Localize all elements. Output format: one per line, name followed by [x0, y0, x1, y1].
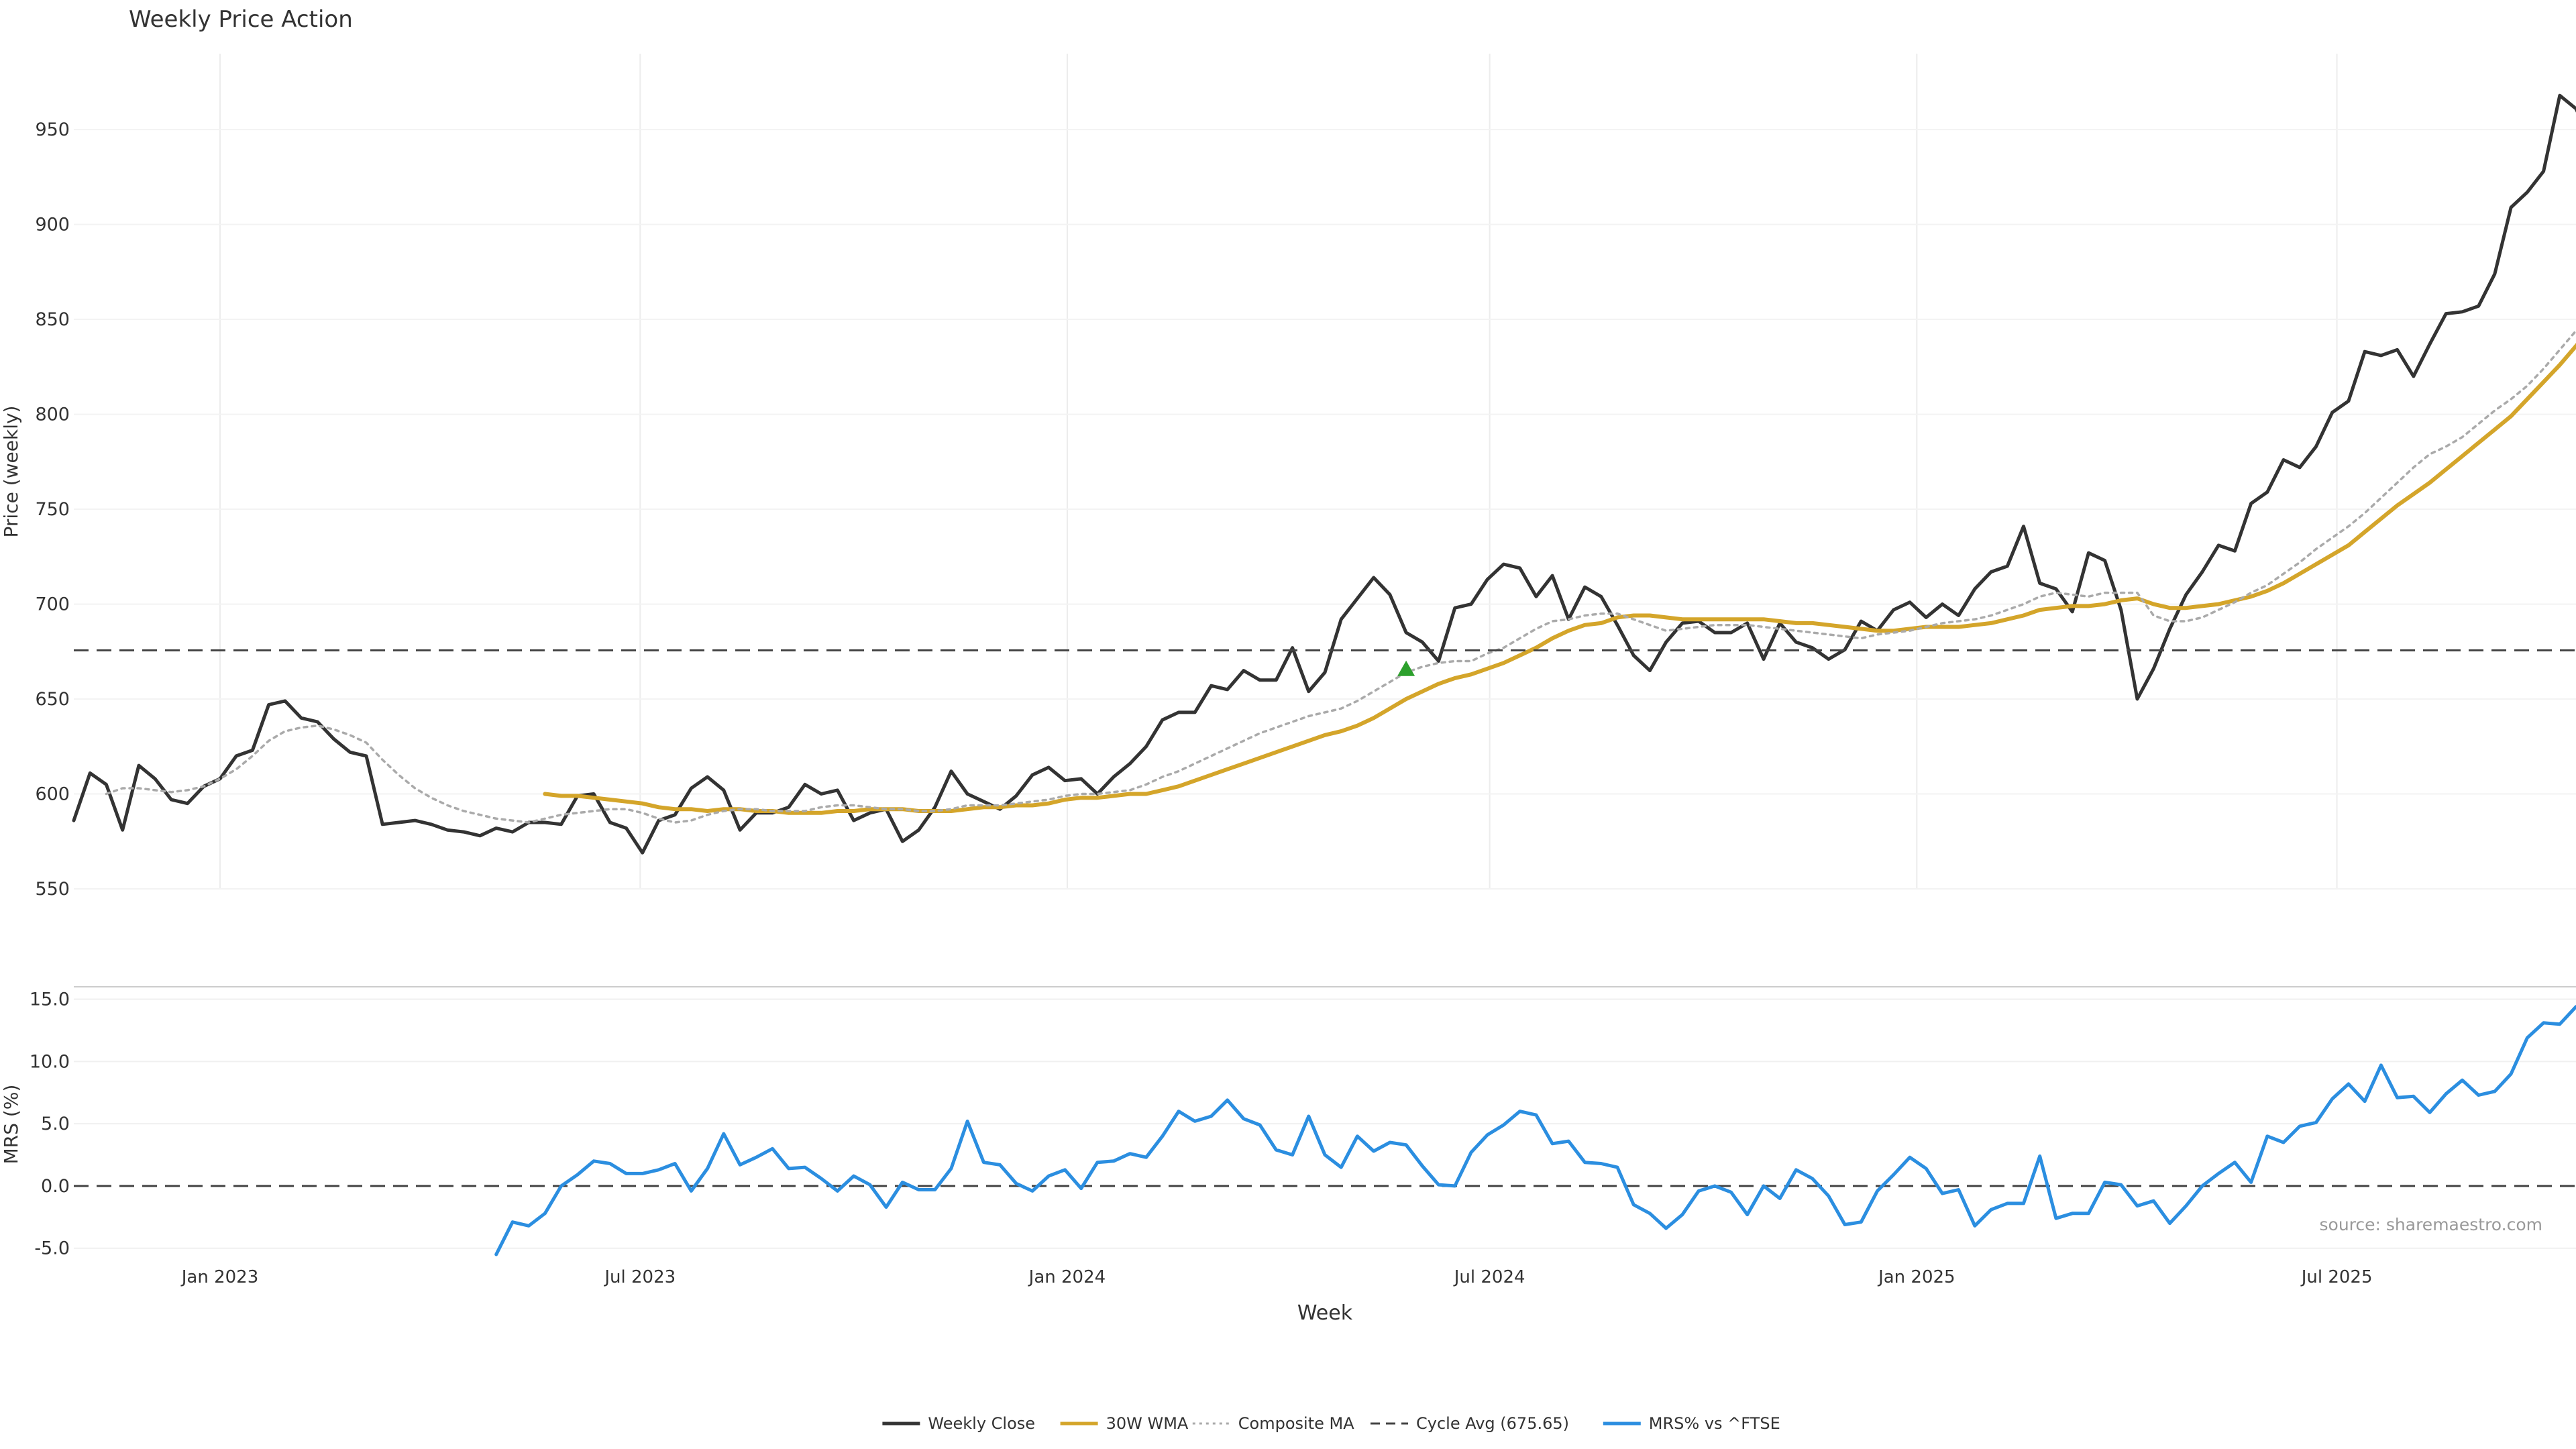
mrs-gridlines [74, 998, 2576, 1249]
source-note: source: sharemaestro.com [2320, 1215, 2543, 1234]
x-tick-label: Jul 2025 [2300, 1267, 2373, 1287]
legend-label: 30W WMA [1106, 1414, 1189, 1433]
mrs-panel: -5.0 0.0 5.0 10.0 15.0 MRS (%) source: share… [0, 986, 2576, 1259]
price-y-tick-label: 550 [35, 879, 70, 900]
price-y-tick-label: 900 [35, 215, 70, 235]
x-tick-label: Jul 2023 [603, 1267, 676, 1287]
signal-marker [1397, 660, 1415, 676]
price-y-tick-labels: 550 600 650 700 750 800 850 900 950 [35, 119, 70, 900]
legend-label: Composite MA [1238, 1414, 1354, 1433]
price-series-lines [72, 93, 2576, 855]
price-y-tick-label: 850 [35, 309, 70, 330]
price-y-tick-label: 700 [35, 594, 70, 615]
price-y-tick-label: 750 [35, 499, 70, 520]
price-y-tick-label: 600 [35, 784, 70, 805]
mrs-line [494, 1005, 2576, 1256]
x-tick-label: Jan 2025 [1877, 1267, 1955, 1287]
mrs-y-tick-label: -5.0 [34, 1238, 70, 1259]
mrs-y-tick-label: 0.0 [41, 1176, 70, 1197]
legend-label: Cycle Avg (675.65) [1416, 1414, 1569, 1433]
price-gridlines [74, 54, 2576, 890]
legend-label: MRS% vs ^FTSE [1649, 1414, 1780, 1433]
composite-ma-line [105, 329, 2576, 824]
x-tick-label: Jan 2024 [1028, 1267, 1106, 1287]
x-tick-label: Jul 2024 [1453, 1267, 1525, 1287]
mrs-y-tick-label: 15.0 [30, 989, 70, 1010]
chart-title: Weekly Price Action [129, 6, 353, 33]
x-axis-label: Week [1297, 1301, 1353, 1325]
mrs-series-lines [74, 1005, 2576, 1256]
price-y-axis-label: Price (weekly) [0, 406, 22, 538]
price-y-tick-label: 650 [35, 689, 70, 710]
legend-label: Weekly Close [928, 1414, 1035, 1433]
price-y-tick-label: 800 [35, 405, 70, 425]
x-tick-label: Jan 2023 [180, 1267, 259, 1287]
mrs-y-axis-label: MRS (%) [0, 1085, 22, 1165]
price-y-tick-label: 950 [35, 119, 70, 140]
price-panel: 550 600 650 700 750 800 850 900 950 Price (weekl… [0, 54, 2576, 900]
weekly-close-line [72, 93, 2576, 855]
wma-30w-line [543, 343, 2576, 815]
mrs-y-tick-label: 10.0 [30, 1051, 70, 1072]
x-tick-labels: Jan 2023 Jul 2023 Jan 2024 Jul 2024 Jan 2025… [180, 1267, 2373, 1287]
mrs-y-tick-label: 5.0 [41, 1114, 70, 1134]
legend: Weekly Close 30W WMA Composite MA Cycle Avg… [882, 1414, 1780, 1433]
mrs-y-tick-labels: -5.0 0.0 5.0 10.0 15.0 [30, 989, 70, 1259]
